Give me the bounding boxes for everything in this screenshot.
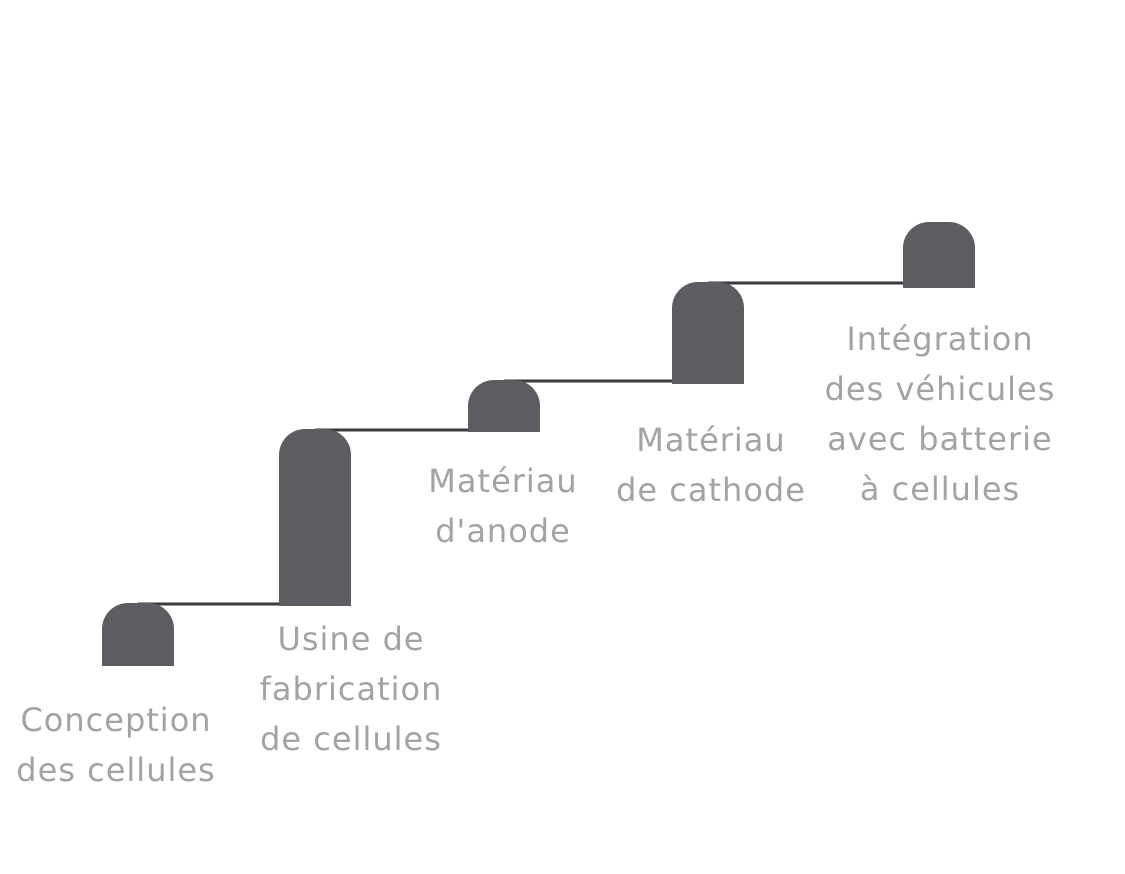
step-label-anode-material: Matériau d'anode bbox=[373, 456, 633, 556]
step-label-line: d'anode bbox=[435, 512, 571, 550]
step-block-anode-material bbox=[468, 380, 540, 432]
step-label-line: à cellules bbox=[859, 470, 1021, 508]
step-label-line: Matériau bbox=[636, 421, 786, 459]
step-label-line: fabrication bbox=[259, 670, 443, 708]
step-label-cell-factory: Usine de fabrication de cellules bbox=[221, 614, 481, 764]
step-block-vehicle-integration bbox=[903, 222, 975, 288]
step-block-cell-factory bbox=[279, 429, 351, 606]
step-label-line: Matériau bbox=[428, 462, 578, 500]
step-block-cathode-material bbox=[672, 282, 744, 384]
step-label-line: des cellules bbox=[16, 751, 216, 789]
step-label-line: Usine de bbox=[277, 620, 425, 658]
step-label-cell-design: Conception des cellules bbox=[0, 695, 246, 795]
step-label-line: des véhicules bbox=[824, 370, 1056, 408]
step-label-line: avec batterie bbox=[827, 420, 1053, 458]
step-block-cell-design bbox=[102, 603, 174, 666]
step-label-line: de cellules bbox=[260, 720, 442, 758]
step-label-line: de cathode bbox=[616, 471, 806, 509]
step-label-cathode-material: Matériau de cathode bbox=[581, 415, 841, 515]
step-label-line: Intégration bbox=[846, 320, 1034, 358]
step-label-vehicle-integration: Intégration des véhicules avec batterie … bbox=[810, 314, 1070, 514]
step-label-line: Conception bbox=[20, 701, 212, 739]
